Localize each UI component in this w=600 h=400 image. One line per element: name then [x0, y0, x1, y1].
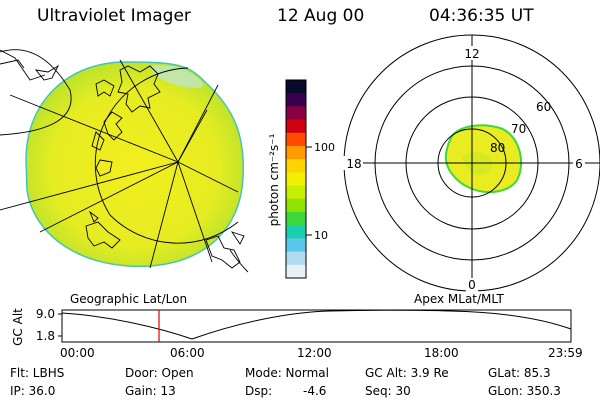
glat-info: GLat: 85.3	[488, 366, 551, 380]
auroral-oval-inner	[462, 152, 493, 176]
filter-info: Flt: LBHS	[10, 366, 65, 380]
dsp-label: Dsp:	[245, 384, 273, 398]
colorbar-swatch	[286, 146, 306, 160]
colorbar-swatch	[286, 132, 306, 147]
timeline-frame	[61, 309, 572, 343]
glon-info: GLon: 350.3	[488, 384, 561, 398]
door-info: Door: Open	[125, 366, 194, 380]
timeline-xtick-1200: 12:00	[297, 346, 332, 360]
colorbar-swatch	[286, 172, 306, 187]
seq-info: Seq: 30	[365, 384, 411, 398]
colorbar-tick-label-10: 10	[314, 229, 328, 242]
gain-info: Gain: 13	[125, 384, 176, 398]
colorbar-swatch	[286, 93, 306, 107]
instrument-title: Ultraviolet Imager	[37, 6, 191, 26]
lat-label-70: 70	[511, 122, 526, 136]
header-time: 04:36:35 UT	[429, 6, 534, 26]
colorbar-swatch	[286, 119, 306, 134]
colorbar-swatch	[286, 159, 306, 173]
colorbar-swatch	[286, 225, 306, 239]
timeline-ylabel: GC Alt	[11, 308, 25, 346]
colorbar-swatch	[286, 238, 306, 253]
header-date: 12 Aug 00	[277, 6, 365, 26]
colorbar-swatch	[286, 106, 306, 121]
lat-label-60: 60	[536, 100, 551, 114]
colorbar-unit-label: photon cm⁻²s⁻¹	[267, 133, 281, 226]
colorbar-swatch	[286, 251, 306, 266]
mlt-label-18: 18	[346, 157, 361, 171]
timeline-plot: 9.0 1.8 GC Alt	[11, 307, 572, 346]
mode-info: Mode: Normal	[245, 366, 329, 380]
gc-alt-info: GC Alt: 3.9 Re	[365, 366, 449, 380]
colorbar-frame	[285, 79, 307, 279]
colorbar-tick-label-100: 100	[314, 141, 335, 154]
left-panel-label: Geographic Lat/Lon	[70, 292, 188, 306]
colorbar: 100 10 photon cm⁻²s⁻¹	[267, 79, 335, 279]
timeline-xtick-0000: 00:00	[60, 346, 95, 360]
mlt-label-6: 6	[575, 157, 583, 171]
image-top-fade	[150, 65, 204, 88]
mlt-label-0: 0	[468, 278, 476, 292]
timeline-ytick-9: 9.0	[36, 307, 55, 321]
grid-lines	[0, 49, 249, 273]
colorbar-swatch	[286, 198, 306, 213]
right-panel-label: Apex MLat/MLT	[414, 292, 504, 306]
geographic-image-panel	[0, 49, 249, 273]
mlt-label-12: 12	[464, 47, 479, 61]
apex-polar-panel: 12 18 6 0 60 70 80	[343, 34, 600, 292]
ip-info: IP: 36.0	[10, 384, 56, 398]
timeline-altitude-curve	[61, 309, 572, 340]
timeline-xtick-2359: 23:59	[548, 346, 583, 360]
lat-label-80: 80	[490, 141, 505, 155]
colorbar-swatch	[286, 264, 306, 279]
auroral-image-disk	[25, 61, 245, 268]
coastline-outlines	[0, 59, 245, 269]
dsp-value: -4.6	[303, 384, 327, 398]
colorbar-swatch	[286, 80, 306, 94]
colorbar-swatch	[286, 185, 306, 200]
colorbar-swatches	[286, 80, 306, 279]
timeline-xtick-0600: 06:00	[170, 346, 205, 360]
timeline-xtick-1800: 18:00	[424, 346, 459, 360]
timeline-ytick-1-8: 1.8	[36, 329, 55, 343]
colorbar-swatch	[286, 212, 306, 226]
